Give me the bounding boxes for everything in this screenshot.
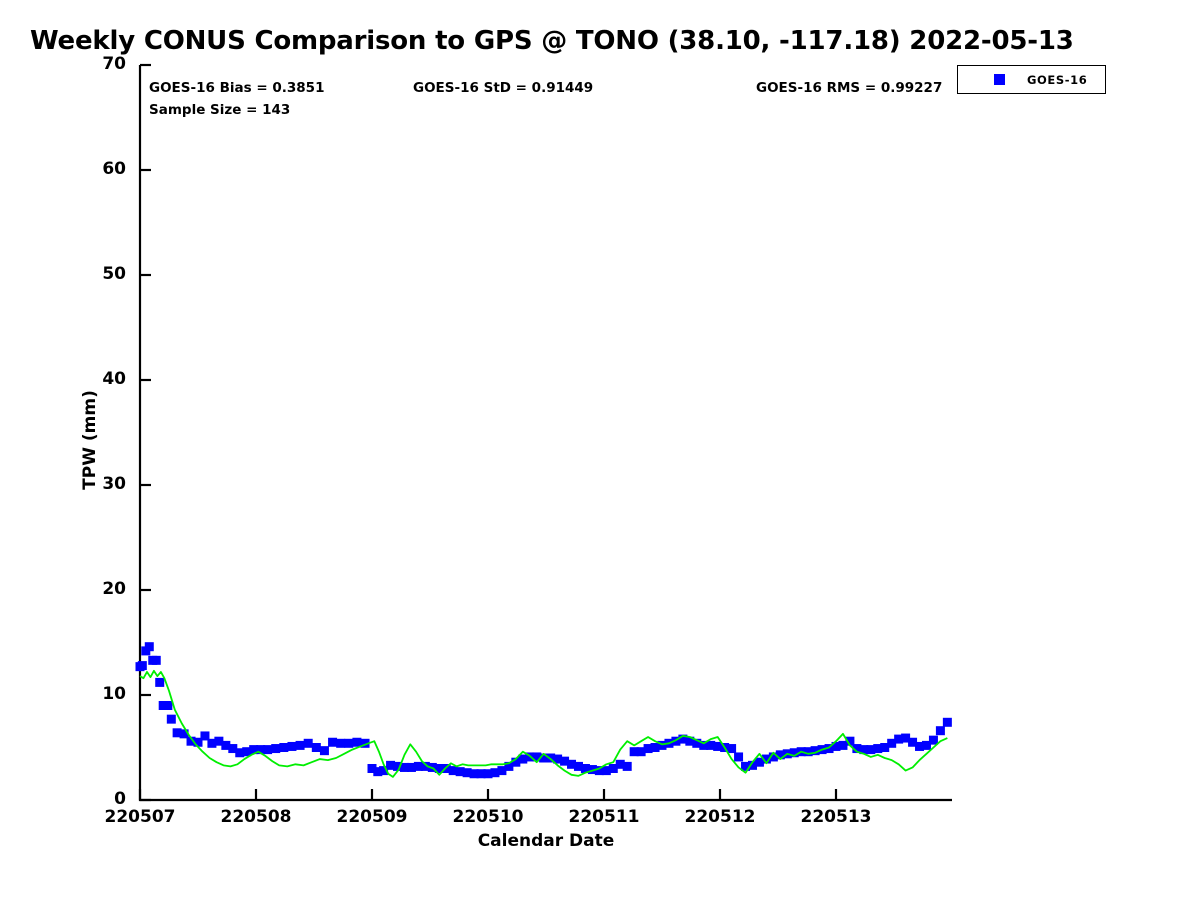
y-tick-label: 20: [102, 579, 126, 599]
x-tick-label: 220508: [220, 807, 292, 827]
series-line-gps: [139, 669, 948, 778]
stat-std: GOES-16 StD = 0.91449: [413, 80, 594, 96]
y-tick-label: 60: [102, 159, 126, 179]
x-axis-label: Calendar Date: [477, 831, 615, 851]
legend: GOES-16: [957, 65, 1106, 94]
series-points-goes-16: [135, 642, 952, 779]
y-tick-label: 30: [102, 474, 126, 494]
y-tick-label: 40: [102, 369, 126, 389]
y-tick-label: 70: [102, 54, 126, 74]
page-title: Weekly CONUS Comparison to GPS @ TONO (3…: [30, 26, 1074, 56]
x-tick-label: 220507: [104, 807, 176, 827]
x-tick-label: 220513: [800, 807, 872, 827]
x-tick-label: 220512: [684, 807, 756, 827]
legend-swatch-goes16: [994, 74, 1005, 85]
y-tick-label: 50: [102, 264, 126, 284]
legend-label-goes16: GOES-16: [1027, 72, 1088, 87]
stat-bias: GOES-16 Bias = 0.3851: [149, 80, 325, 96]
x-tick-label: 220509: [336, 807, 408, 827]
x-tick-label: 220511: [568, 807, 640, 827]
y-tick-label: 0: [114, 789, 126, 809]
x-tick-label: 220510: [452, 807, 524, 827]
stat-sample-size: Sample Size = 143: [149, 102, 291, 118]
stat-rms: GOES-16 RMS = 0.99227: [756, 80, 943, 96]
y-tick-label: 10: [102, 684, 126, 704]
